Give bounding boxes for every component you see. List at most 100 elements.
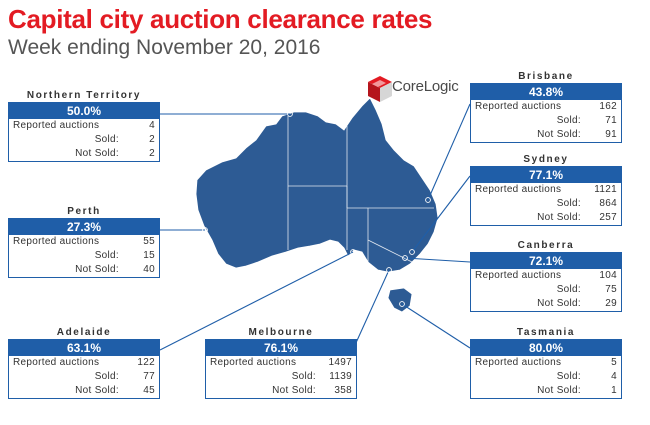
marker-hobart bbox=[399, 301, 405, 307]
sold-row: Sold: 864 bbox=[471, 197, 621, 211]
sold-label: Sold: bbox=[291, 371, 316, 382]
sold-value: 2 bbox=[149, 134, 155, 145]
reported-row: Reported auctions 1121 bbox=[471, 183, 621, 197]
sold-row: Sold: 2 bbox=[9, 133, 159, 147]
sold-label: Sold: bbox=[94, 134, 119, 145]
reported-value: 5 bbox=[611, 357, 617, 368]
city-name: Adelaide bbox=[56, 327, 112, 338]
sold-value: 75 bbox=[605, 284, 617, 295]
sold-label: Sold: bbox=[556, 284, 581, 295]
stats-box: 77.1% Reported auctions 1121 Sold: 864 Not… bbox=[470, 166, 622, 226]
corelogic-logo-icon bbox=[368, 76, 392, 102]
state-borders bbox=[287, 116, 434, 263]
sold-row: Sold: 77 bbox=[9, 370, 159, 384]
card-perth: Perth 27.3% Reported auctions 55 Sold: 15 … bbox=[8, 205, 160, 278]
not-sold-row: Not Sold: 2 bbox=[9, 147, 159, 161]
sold-label: Sold: bbox=[556, 371, 581, 382]
sold-value: 864 bbox=[599, 198, 617, 209]
card-brisbane: Brisbane 43.8% Reported auctions 162 Sold… bbox=[470, 70, 622, 143]
connector-lines bbox=[159, 103, 471, 351]
reported-row: Reported auctions 4 bbox=[9, 119, 159, 133]
australia-mainland-shape bbox=[195, 97, 439, 273]
sold-label: Sold: bbox=[556, 198, 581, 209]
stats-box: 43.8% Reported auctions 162 Sold: 71 Not S… bbox=[470, 83, 622, 143]
sold-value: 15 bbox=[143, 250, 155, 261]
clearance-rate: 43.8% bbox=[471, 84, 621, 100]
reported-value: 4 bbox=[149, 120, 155, 131]
sold-row: Sold: 1139 bbox=[206, 370, 356, 384]
clearance-rate: 80.0% bbox=[471, 340, 621, 356]
not-sold-label: Not Sold: bbox=[75, 264, 119, 275]
clearance-rate: 77.1% bbox=[471, 167, 621, 183]
marker-darwin bbox=[287, 111, 293, 117]
sold-value: 4 bbox=[611, 371, 617, 382]
reported-row: Reported auctions 122 bbox=[9, 356, 159, 370]
sold-row: Sold: 15 bbox=[9, 249, 159, 263]
reported-row: Reported auctions 55 bbox=[9, 235, 159, 249]
stats-box: 80.0% Reported auctions 5 Sold: 4 Not Sold… bbox=[470, 339, 622, 399]
card-tasmania: Tasmania 80.0% Reported auctions 5 Sold: 4… bbox=[470, 326, 622, 399]
marker-sydney bbox=[409, 249, 415, 255]
not-sold-row: Not Sold: 1 bbox=[471, 384, 621, 398]
sold-row: Sold: 71 bbox=[471, 114, 621, 128]
reported-row: Reported auctions 162 bbox=[471, 100, 621, 114]
sold-row: Sold: 4 bbox=[471, 370, 621, 384]
city-name: Brisbane bbox=[518, 71, 574, 82]
sold-label: Sold: bbox=[556, 115, 581, 126]
card-adelaide: Adelaide 63.1% Reported auctions 122 Sold… bbox=[8, 326, 160, 399]
reported-value: 162 bbox=[599, 101, 617, 112]
not-sold-label: Not Sold: bbox=[75, 385, 119, 396]
clearance-rate: 72.1% bbox=[471, 253, 621, 269]
card-sydney: Sydney 77.1% Reported auctions 1121 Sold:… bbox=[470, 153, 622, 226]
not-sold-value: 91 bbox=[605, 129, 617, 140]
sold-value: 77 bbox=[143, 371, 155, 382]
marker-melbourne bbox=[386, 267, 392, 273]
stats-box: 72.1% Reported auctions 104 Sold: 75 Not S… bbox=[470, 252, 622, 312]
clearance-rate: 76.1% bbox=[206, 340, 356, 356]
reported-row: Reported auctions 104 bbox=[471, 269, 621, 283]
reported-row: Reported auctions 1497 bbox=[206, 356, 356, 370]
clearance-rate: 63.1% bbox=[9, 340, 159, 356]
not-sold-value: 45 bbox=[143, 385, 155, 396]
reported-value: 55 bbox=[143, 236, 155, 247]
marker-canberra bbox=[402, 255, 408, 261]
logo-text: CoreLogic bbox=[392, 78, 459, 95]
not-sold-label: Not Sold: bbox=[272, 385, 316, 396]
not-sold-value: 1 bbox=[611, 385, 617, 396]
stats-box: 50.0% Reported auctions 4 Sold: 2 Not Sold… bbox=[8, 102, 160, 162]
not-sold-value: 2 bbox=[149, 148, 155, 159]
not-sold-label: Not Sold: bbox=[537, 385, 581, 396]
not-sold-value: 40 bbox=[143, 264, 155, 275]
sold-value: 1139 bbox=[329, 371, 352, 382]
reported-value: 1121 bbox=[594, 184, 617, 195]
sold-label: Sold: bbox=[94, 250, 119, 261]
stats-box: 76.1% Reported auctions 1497 Sold: 1139 No… bbox=[205, 339, 357, 399]
reported-label: Reported auctions bbox=[475, 357, 562, 368]
city-name: Melbourne bbox=[248, 327, 314, 338]
not-sold-label: Not Sold: bbox=[537, 212, 581, 223]
city-name: Sydney bbox=[523, 154, 569, 165]
page-subtitle: Week ending November 20, 2016 bbox=[8, 36, 321, 59]
reported-label: Reported auctions bbox=[475, 184, 562, 195]
stats-box: 27.3% Reported auctions 55 Sold: 15 Not So… bbox=[8, 218, 160, 278]
reported-label: Reported auctions bbox=[475, 270, 562, 281]
not-sold-row: Not Sold: 358 bbox=[206, 384, 356, 398]
clearance-rate: 50.0% bbox=[9, 103, 159, 119]
not-sold-row: Not Sold: 257 bbox=[471, 211, 621, 225]
not-sold-row: Not Sold: 91 bbox=[471, 128, 621, 142]
marker-perth bbox=[202, 227, 208, 233]
not-sold-value: 358 bbox=[334, 385, 352, 396]
clearance-rate: 27.3% bbox=[9, 219, 159, 235]
marker-adelaide bbox=[350, 249, 356, 255]
city-name: Tasmania bbox=[516, 327, 576, 338]
not-sold-row: Not Sold: 29 bbox=[471, 297, 621, 311]
card-canberra: Canberra 72.1% Reported auctions 104 Sold… bbox=[470, 239, 622, 312]
card-northern-territory: Northern Territory 50.0% Reported auctio… bbox=[8, 89, 160, 162]
sold-label: Sold: bbox=[94, 371, 119, 382]
card-melbourne: Melbourne 76.1% Reported auctions 1497 So… bbox=[205, 326, 357, 399]
reported-label: Reported auctions bbox=[475, 101, 562, 112]
sold-row: Sold: 75 bbox=[471, 283, 621, 297]
reported-label: Reported auctions bbox=[13, 357, 100, 368]
city-name: Canberra bbox=[517, 240, 575, 251]
